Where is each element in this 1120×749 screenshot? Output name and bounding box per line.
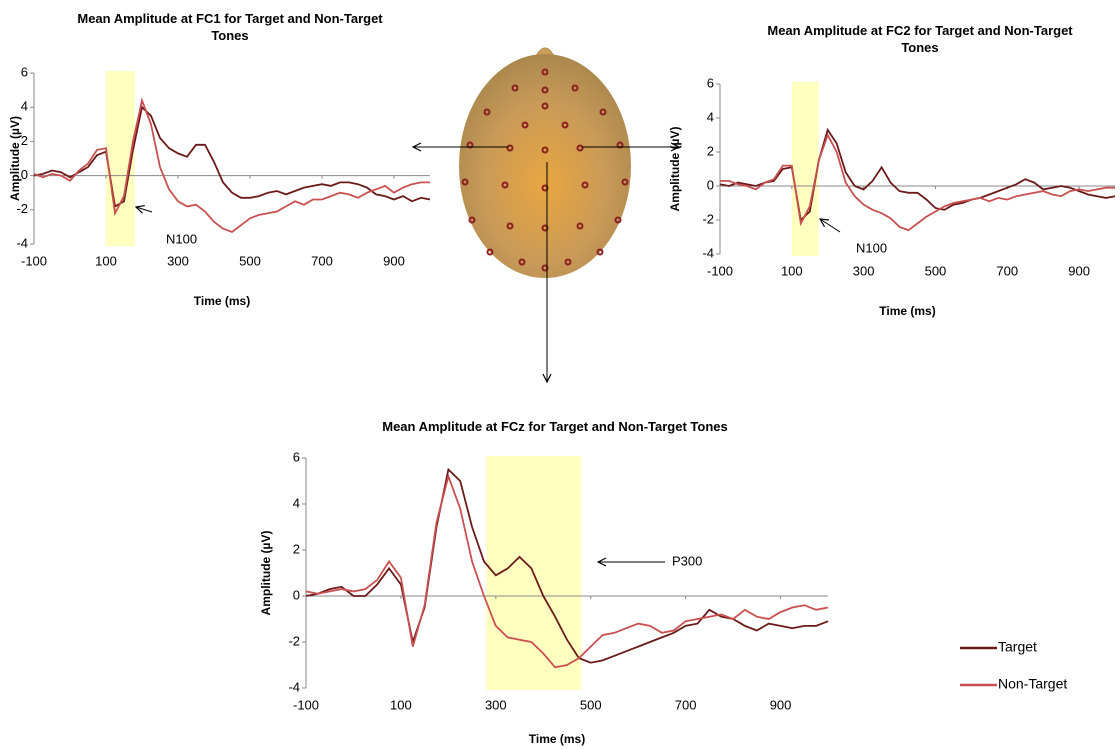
- annotation: N100: [856, 240, 887, 255]
- electrode: [506, 222, 514, 230]
- legend-label: Target: [998, 639, 1037, 655]
- series-line: [720, 132, 1115, 232]
- electrode: [561, 121, 569, 129]
- electrode: [511, 84, 519, 92]
- x-tick-label: 300: [485, 697, 507, 712]
- x-axis-title: Time (ms): [879, 304, 935, 318]
- x-tick-label: 700: [996, 263, 1018, 278]
- x-axis-title: Time (ms): [529, 732, 585, 746]
- chart-title: Mean Amplitude at FC2 for Target and Non…: [767, 23, 1073, 55]
- y-tick-label: 6: [293, 449, 300, 464]
- electrode: [621, 178, 629, 186]
- y-axis-title: Amplitude (µV): [668, 127, 682, 212]
- electrode: [468, 216, 476, 224]
- y-tick-label: -4: [288, 679, 300, 694]
- chart-title: Mean Amplitude at FC1 for Target and Non…: [77, 11, 383, 43]
- electrode: [599, 108, 607, 116]
- annotation-arrow: [820, 219, 841, 233]
- electrode: [486, 248, 494, 256]
- series-line: [33, 97, 430, 234]
- series-line: [305, 467, 829, 664]
- electrode: [483, 108, 491, 116]
- x-tick-label: 500: [239, 253, 261, 268]
- series-line: [305, 473, 829, 669]
- x-tick-label: 300: [853, 263, 875, 278]
- head-diagram: [413, 47, 679, 382]
- electrode: [541, 68, 549, 76]
- chart-title: Mean Amplitude at FCz for Target and Non…: [382, 419, 728, 434]
- electrode: [521, 121, 529, 129]
- electrode: [541, 102, 549, 110]
- y-tick-label: 4: [293, 495, 300, 510]
- y-tick-label: -4: [702, 245, 714, 260]
- annotation-arrow: [136, 207, 153, 212]
- y-tick-label: 4: [21, 99, 28, 114]
- x-tick-label: -100: [21, 253, 47, 268]
- y-tick-label: 0: [707, 177, 714, 192]
- y-tick-label: -2: [16, 201, 28, 216]
- electrode: [614, 216, 622, 224]
- y-tick-label: 2: [293, 541, 300, 556]
- x-tick-label: 900: [383, 253, 405, 268]
- y-axis-title: Amplitude (µV): [8, 116, 22, 201]
- x-tick-label: 900: [1068, 263, 1090, 278]
- series-line: [33, 105, 431, 208]
- x-tick-label: -100: [707, 263, 733, 278]
- electrode: [564, 258, 572, 266]
- y-tick-label: -2: [288, 633, 300, 648]
- electrode: [461, 178, 469, 186]
- y-tick-label: 6: [21, 64, 28, 79]
- y-tick-label: -2: [702, 211, 714, 226]
- y-tick-label: 2: [707, 143, 714, 158]
- electrode: [576, 144, 584, 152]
- x-tick-label: 500: [580, 697, 602, 712]
- electrode: [571, 84, 579, 92]
- x-tick-label: 900: [770, 697, 792, 712]
- annotation: P300: [672, 553, 702, 568]
- x-tick-label: 500: [925, 263, 947, 278]
- x-tick-label: -100: [293, 697, 319, 712]
- x-tick-label: 700: [675, 697, 697, 712]
- y-tick-label: 0: [293, 587, 300, 602]
- y-axis-title: Amplitude (µV): [259, 531, 273, 616]
- electrode: [506, 144, 514, 152]
- x-tick-label: 100: [95, 253, 117, 268]
- x-axis-title: Time (ms): [194, 294, 250, 308]
- electrode: [501, 181, 509, 189]
- x-tick-label: 100: [390, 697, 412, 712]
- y-tick-label: 6: [707, 75, 714, 90]
- y-tick-label: 4: [707, 109, 714, 124]
- series-line: [719, 127, 1116, 222]
- annotation: N100: [166, 231, 197, 246]
- electrode: [541, 86, 549, 94]
- x-tick-label: 100: [781, 263, 803, 278]
- highlight-band: [791, 82, 819, 256]
- electrode: [518, 258, 526, 266]
- y-tick-label: -4: [16, 235, 28, 250]
- y-tick-label: 0: [21, 167, 28, 182]
- legend-label: Non-Target: [998, 676, 1067, 692]
- x-tick-label: 300: [167, 253, 189, 268]
- electrode: [576, 222, 584, 230]
- electrode: [581, 181, 589, 189]
- electrode: [596, 248, 604, 256]
- y-tick-label: 2: [21, 133, 28, 148]
- x-tick-label: 700: [311, 253, 333, 268]
- electrode: [541, 146, 549, 154]
